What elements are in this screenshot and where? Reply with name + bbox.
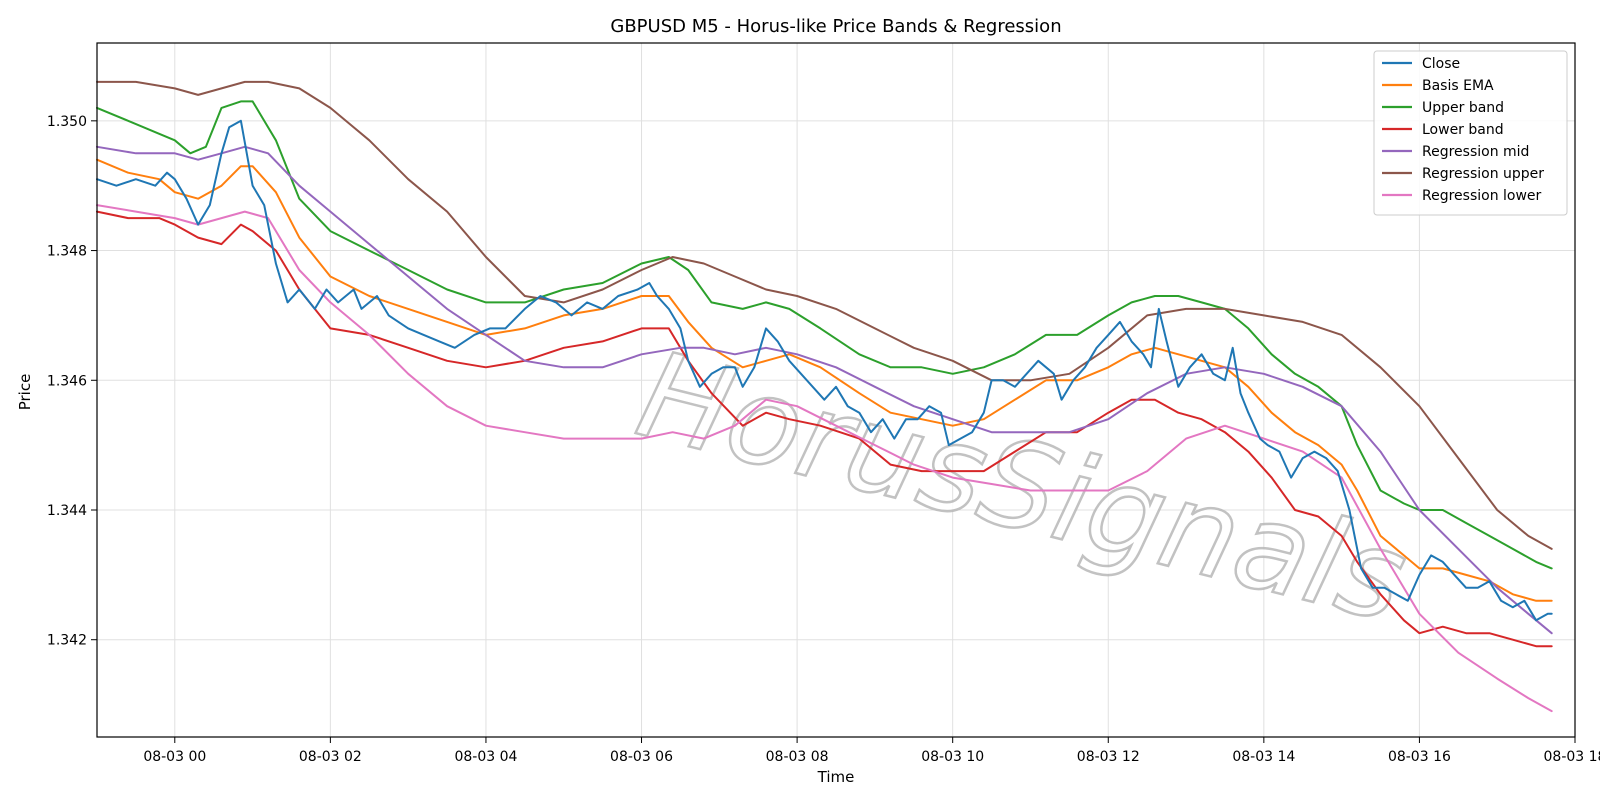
legend: Close Basis EMA Upper band Lower band Regres… — [1373, 50, 1568, 216]
y-tick-label: 1.346 — [47, 373, 87, 389]
legend-label-regression-lower: Regression lower — [1422, 188, 1542, 204]
legend-box — [1373, 50, 1568, 216]
series-line-close — [96, 119, 1553, 622]
y-tick-label: 1.342 — [47, 633, 87, 649]
series-line-regression-lower — [96, 204, 1553, 713]
x-tick-label: 08-03 02 — [299, 749, 362, 765]
y-tick-label: 1.344 — [47, 503, 87, 519]
x-tick-label: 08-03 06 — [610, 749, 673, 765]
legend-label-upper-band: Upper band — [1422, 100, 1504, 116]
chart-title: GBPUSD M5 - Horus-like Price Bands & Reg… — [610, 16, 1061, 37]
x-tick-label: 08-03 08 — [766, 749, 829, 765]
series-line-regression-mid — [96, 145, 1553, 635]
series-line-upper-band — [96, 100, 1553, 570]
x-tick-label: 08-03 04 — [454, 749, 517, 765]
x-tick-label: 08-03 10 — [921, 749, 984, 765]
plot-frame — [96, 42, 1576, 738]
y-tick-label: 1.350 — [47, 114, 87, 130]
series-line-regression-upper — [96, 80, 1553, 550]
legend-label-regression-mid: Regression mid — [1422, 144, 1529, 160]
legend-label-regression-upper: Regression upper — [1422, 166, 1544, 182]
series-line-basis-ema — [96, 158, 1553, 602]
x-tick-label: 08-03 14 — [1232, 749, 1295, 765]
legend-label-basis-ema: Basis EMA — [1422, 78, 1494, 94]
x-tick-label: 08-03 18 — [1544, 749, 1600, 765]
axis-ticks: 08-03 00 08-03 02 08-03 04 08-03 06 08-03 08… — [47, 114, 1600, 765]
grid — [97, 43, 1576, 737]
y-axis-label: Price — [16, 374, 34, 411]
legend-label-lower-band: Lower band — [1422, 122, 1504, 138]
x-tick-label: 08-03 12 — [1077, 749, 1140, 765]
series-lines — [96, 80, 1553, 713]
legend-label-close: Close — [1422, 56, 1460, 72]
watermark: HorusSignals — [625, 325, 1418, 649]
x-tick-label: 08-03 16 — [1388, 749, 1451, 765]
x-tick-label: 08-03 00 — [143, 749, 206, 765]
x-axis-label: Time — [817, 768, 855, 786]
y-tick-label: 1.348 — [47, 244, 87, 260]
